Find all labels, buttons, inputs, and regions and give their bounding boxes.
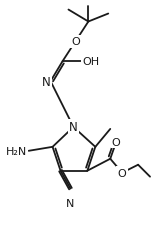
Text: N: N: [69, 121, 78, 134]
Text: OH: OH: [82, 57, 100, 67]
Text: O: O: [118, 168, 127, 178]
Text: O: O: [112, 137, 121, 147]
Text: O: O: [71, 37, 80, 47]
Text: N: N: [66, 198, 75, 208]
Text: H₂N: H₂N: [5, 146, 27, 156]
Text: N: N: [42, 75, 51, 88]
